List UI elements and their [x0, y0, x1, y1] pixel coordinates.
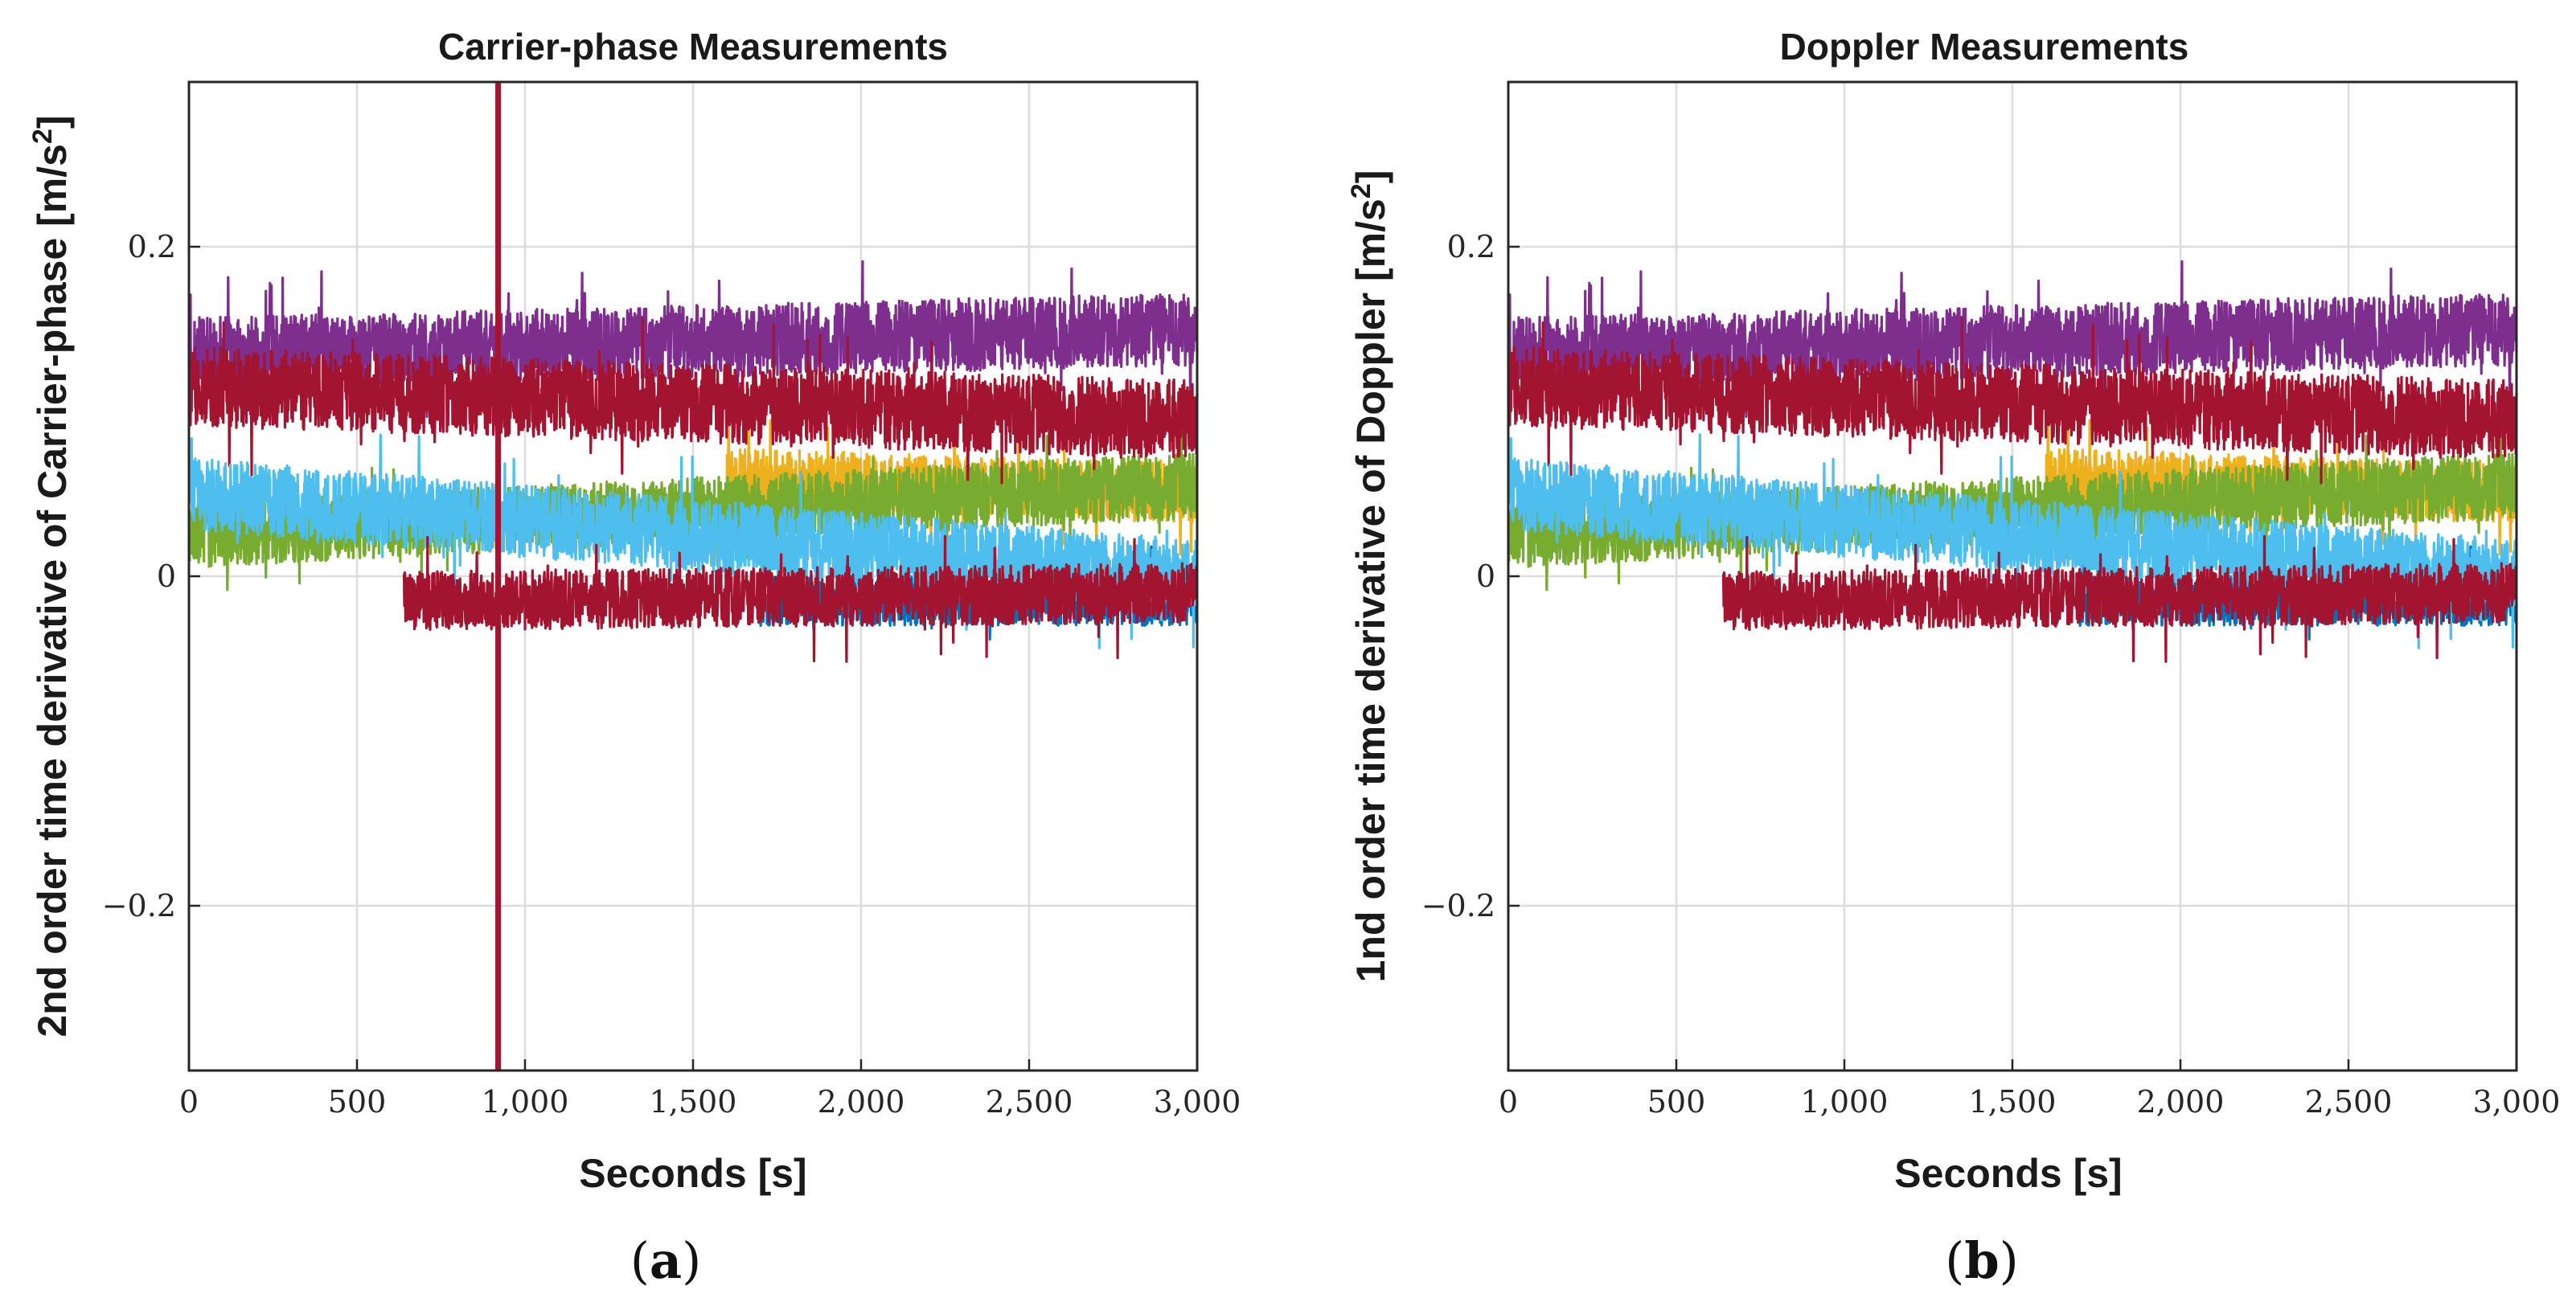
- y-axis-label-sup-a: 2: [27, 129, 58, 144]
- y-axis-label-close-a: ]: [30, 115, 75, 129]
- ticks-a: 0 500 1,000 1,500 2,000 2,500 3,000 −0.2 0 0.2: [102, 229, 1241, 1120]
- x-tick-label: 2,500: [986, 1084, 1073, 1120]
- series-group-b: [1507, 260, 2518, 663]
- y-axis-label-a: 2nd order time derivative of Carrier-pha…: [27, 115, 75, 1037]
- x-tick-label: 2,500: [2305, 1084, 2393, 1120]
- x-tick-label: 1,000: [482, 1084, 569, 1120]
- y-axis-label-text-a: 2nd order time derivative of Carrier-pha…: [30, 144, 75, 1037]
- x-tick-label: 0: [179, 1084, 199, 1120]
- x-tick-label: 3,000: [2473, 1084, 2561, 1120]
- x-tick-label: 500: [1647, 1084, 1706, 1120]
- x-tick-label: 500: [328, 1084, 387, 1120]
- panel-label-letter-b: b: [1964, 1231, 1999, 1290]
- chart-title-a: Carrier-phase Measurements: [438, 26, 948, 68]
- x-tick-label: 3,000: [1154, 1084, 1241, 1120]
- panel-b: Doppler Measurements 0 500 1,000 1,500 2,000…: [1346, 26, 2560, 1290]
- y-tick-label: 0: [157, 559, 176, 594]
- y-axis-label-close-b: ]: [1348, 170, 1393, 184]
- ticks-b: 0 500 1,000 1,500 2,000 2,500 3,000 −0.2 0 0.2: [1421, 229, 2561, 1120]
- x-tick-label: 2,000: [818, 1084, 905, 1120]
- series-line-6: [187, 433, 1199, 649]
- x-axis-label-b: Seconds [s]: [1894, 1151, 2122, 1196]
- series-line-4: [187, 317, 1199, 485]
- y-tick-label: 0: [1476, 559, 1495, 594]
- panel-label-letter-a: a: [650, 1231, 682, 1290]
- series-line-6: [1507, 433, 2518, 649]
- series-line-7: [1721, 534, 2518, 663]
- x-tick-label: 1,500: [1969, 1084, 2057, 1120]
- y-tick-label: 0.2: [1447, 229, 1495, 264]
- y-tick-label: 0.2: [128, 229, 176, 264]
- x-tick-label: 1,500: [650, 1084, 737, 1120]
- series-line-7: [402, 534, 1199, 663]
- y-tick-label: −0.2: [1421, 888, 1495, 923]
- y-axis-label-sup-b: 2: [1346, 183, 1376, 199]
- y-axis-label-text-b: 1nd order time derivative of Doppler [m/…: [1348, 199, 1393, 982]
- y-axis-label-b: 1nd order time derivative of Doppler [m/…: [1346, 170, 1393, 983]
- x-axis-label-a: Seconds [s]: [579, 1151, 806, 1196]
- panel-a: Carrier-phase Measurements 0 500 1,000 1,50…: [27, 26, 1241, 1290]
- x-tick-label: 2,000: [2137, 1084, 2225, 1120]
- series-group-a: [187, 82, 1199, 1071]
- chart-title-b: Doppler Measurements: [1780, 26, 2189, 68]
- panel-label-b: (b): [1945, 1231, 2019, 1290]
- y-tick-label: −0.2: [102, 888, 176, 923]
- panel-label-a: (a): [630, 1231, 702, 1290]
- x-tick-label: 1,000: [1801, 1084, 1889, 1120]
- series-line-4: [1507, 317, 2518, 485]
- x-tick-label: 0: [1499, 1084, 1518, 1120]
